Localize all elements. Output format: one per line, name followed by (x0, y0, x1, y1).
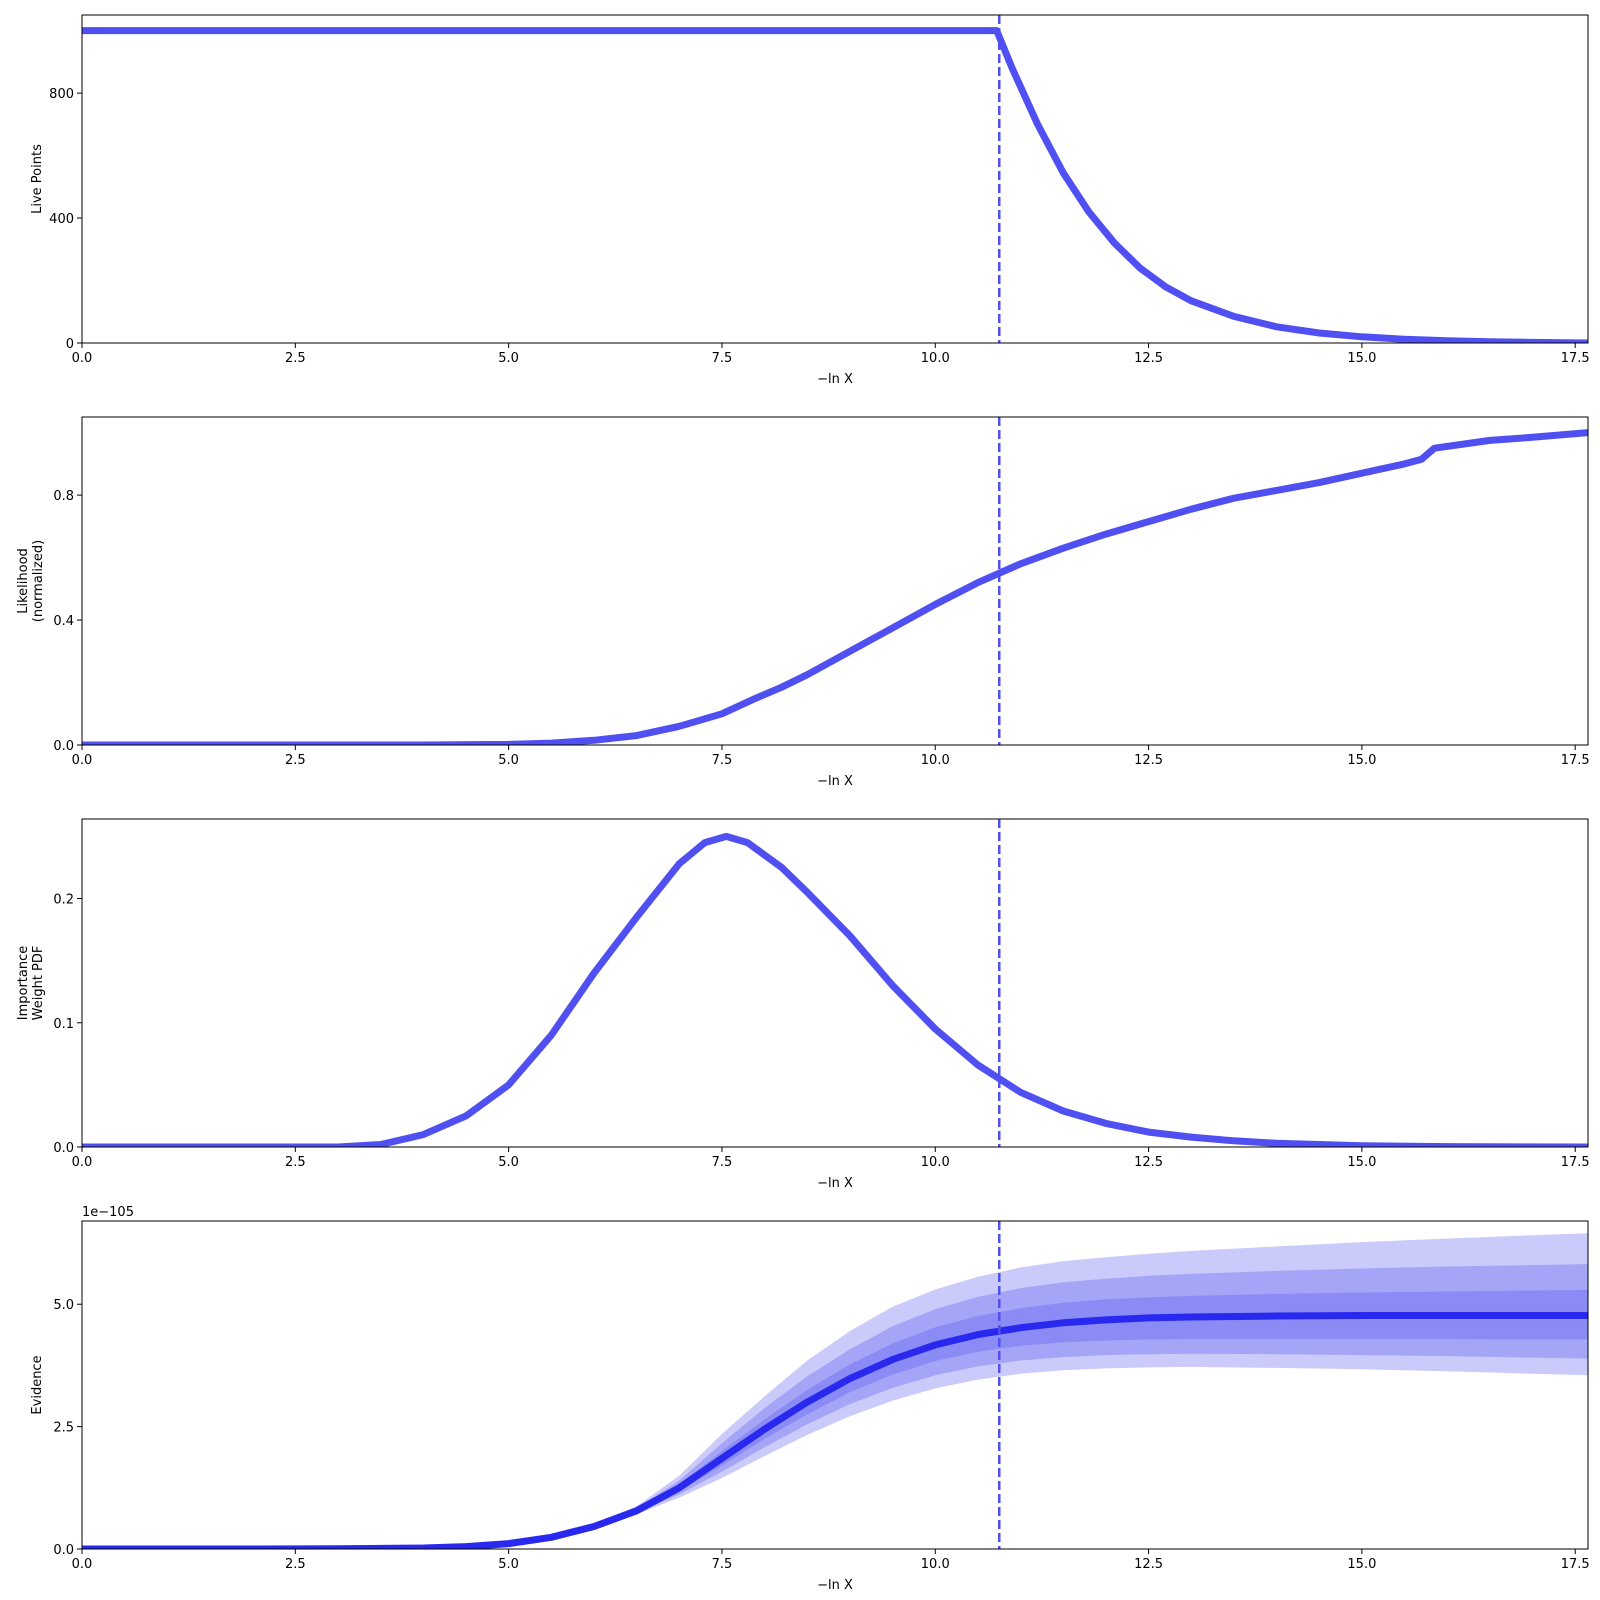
likelihood-xtick-label: 12.5 (1134, 753, 1163, 768)
importance-weight-ytick-label: 0.0 (53, 1141, 74, 1156)
live-points-ytick-label: 400 (49, 212, 74, 227)
likelihood-xtick-label: 2.5 (285, 753, 306, 768)
likelihood-xtick-label: 15.0 (1347, 753, 1376, 768)
live-points-ytick-label: 800 (49, 87, 74, 102)
evidence-ytick-label: 2.5 (53, 1421, 74, 1436)
evidence-xtick-label: 17.5 (1561, 1557, 1590, 1572)
importance-weight-xtick-label: 15.0 (1347, 1155, 1376, 1170)
likelihood-ytick-label: 0.8 (53, 489, 74, 504)
likelihood-ylabel: (normalized) (31, 540, 46, 622)
evidence-offset-label: 1e−105 (82, 1205, 134, 1220)
live-points-xtick-label: 17.5 (1561, 351, 1590, 366)
evidence-frame (81, 1220, 1589, 1550)
evidence-xtick-label: 10.0 (921, 1557, 950, 1572)
likelihood-xlabel: −ln X (817, 774, 853, 789)
live-points-line (82, 27, 1588, 343)
evidence-band-3 (82, 1233, 1588, 1549)
likelihood-ylabel: Likelihood (16, 548, 31, 614)
evidence-ytick-label: 0.0 (53, 1543, 74, 1558)
evidence-xlabel: −ln X (817, 1578, 853, 1593)
importance-weight-ytick-label: 0.2 (53, 893, 74, 908)
evidence-ytick-label: 5.0 (53, 1298, 74, 1313)
importance-weight-ylabel: Weight PDF (31, 946, 46, 1021)
likelihood-xtick-label: 0.0 (72, 753, 93, 768)
importance-weight-ytick-label: 0.1 (53, 1017, 74, 1032)
evidence-xtick-label: 15.0 (1347, 1557, 1376, 1572)
likelihood-ytick-label: 0.4 (53, 614, 74, 629)
importance-weight-line (82, 832, 1588, 1147)
evidence-xtick-label: 5.0 (498, 1557, 519, 1572)
importance-weight-xtick-label: 7.5 (712, 1155, 733, 1170)
live-points-xtick-label: 7.5 (712, 351, 733, 366)
likelihood-plot-area (82, 417, 1588, 745)
evidence-band-2 (82, 1264, 1588, 1549)
importance-weight-xlabel: −ln X (817, 1176, 853, 1191)
likelihood-panel: 0.0 2.5 5.0 7.5 10.0 12.5 15.0 17.5 0.0 0.4 0.8 −ln… (16, 416, 1590, 789)
live-points-xtick-label: 5.0 (498, 351, 519, 366)
live-points-xtick-label: 12.5 (1134, 351, 1163, 366)
live-points-panel: 0.0 2.5 5.0 7.5 10.0 12.5 15.0 17.5 0 400 800 −ln X… (30, 14, 1590, 387)
live-points-ytick-label: 0 (66, 337, 74, 352)
likelihood-xtick-label: 7.5 (712, 753, 733, 768)
importance-weight-xtick-label: 0.0 (72, 1155, 93, 1170)
evidence-median-line (82, 1312, 1588, 1549)
live-points-ylabel: Live Points (30, 144, 45, 214)
live-points-frame (81, 14, 1589, 344)
importance-weight-ylabel: Importance (16, 946, 31, 1021)
live-points-xtick-label: 15.0 (1347, 351, 1376, 366)
evidence-xtick-label: 2.5 (285, 1557, 306, 1572)
likelihood-line (82, 429, 1588, 745)
evidence-panel: 0.0 2.5 5.0 7.5 10.0 12.5 15.0 17.5 0.0 2.5 5.0 −ln… (30, 1205, 1590, 1593)
likelihood-ytick-label: 0.0 (53, 739, 74, 754)
importance-weight-xtick-label: 5.0 (498, 1155, 519, 1170)
evidence-xtick-label: 12.5 (1134, 1557, 1163, 1572)
live-points-xtick-label: 10.0 (921, 351, 950, 366)
importance-weight-xtick-label: 17.5 (1561, 1155, 1590, 1170)
live-points-plot-area (82, 15, 1588, 343)
importance-weight-xtick-label: 2.5 (285, 1155, 306, 1170)
live-points-xtick-label: 0.0 (72, 351, 93, 366)
importance-weight-xtick-label: 10.0 (921, 1155, 950, 1170)
likelihood-xtick-label: 5.0 (498, 753, 519, 768)
live-points-xtick-label: 2.5 (285, 351, 306, 366)
importance-weight-plot-area (82, 819, 1588, 1147)
likelihood-frame (81, 416, 1589, 746)
importance-weight-frame (81, 818, 1589, 1148)
evidence-xtick-label: 0.0 (72, 1557, 93, 1572)
evidence-xtick-label: 7.5 (712, 1557, 733, 1572)
live-points-xlabel: −ln X (817, 372, 853, 387)
evidence-plot-area (82, 1221, 1588, 1549)
likelihood-xtick-label: 10.0 (921, 753, 950, 768)
likelihood-xtick-label: 17.5 (1561, 753, 1590, 768)
evidence-ylabel: Evidence (30, 1355, 45, 1414)
importance-weight-xtick-label: 12.5 (1134, 1155, 1163, 1170)
importance-weight-panel: 0.0 2.5 5.0 7.5 10.0 12.5 15.0 17.5 0.0 0.1 0.2 −ln… (16, 818, 1590, 1191)
